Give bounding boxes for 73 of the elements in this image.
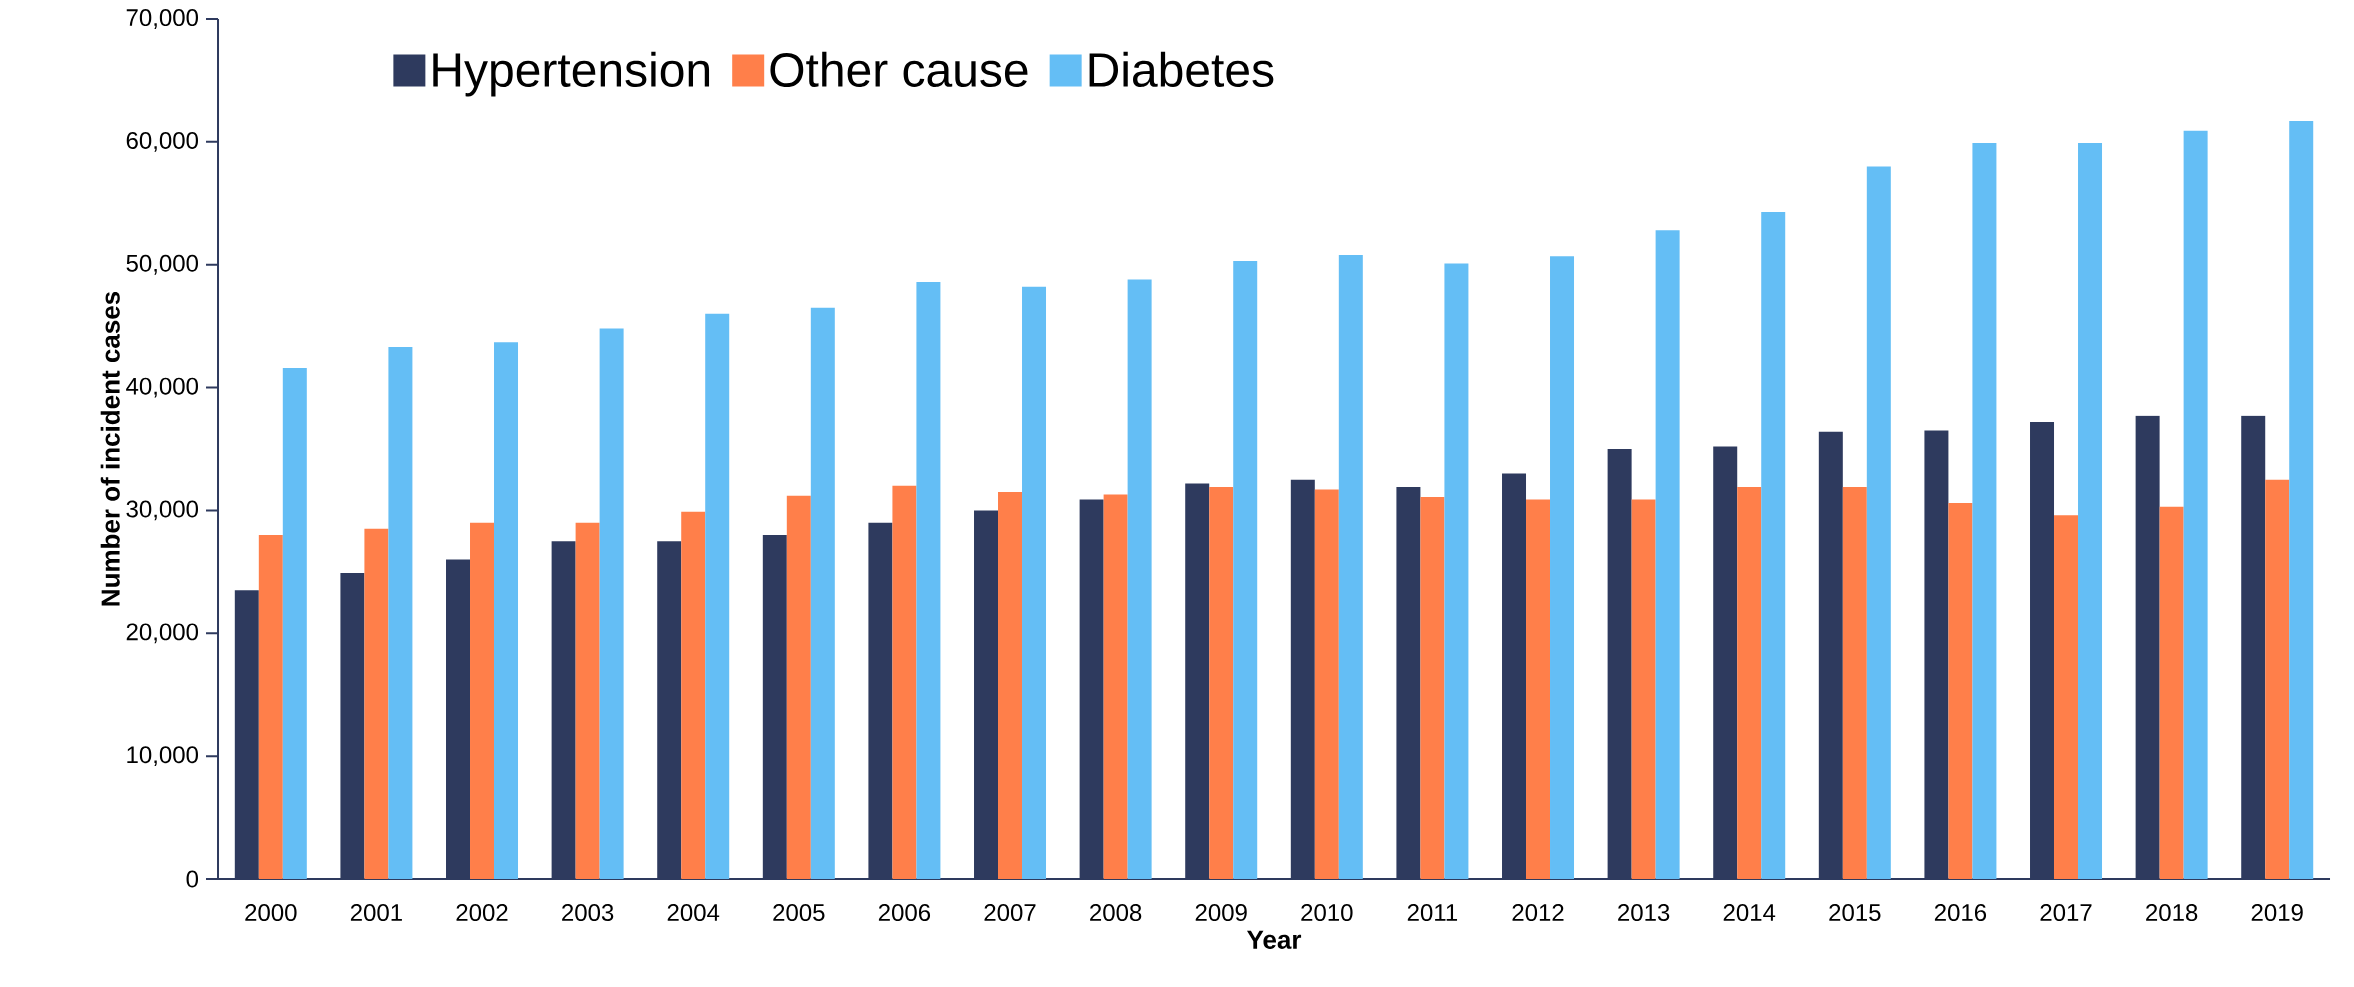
- legend-label: Diabetes: [1089, 51, 1274, 87]
- y-tick-label: 50,000: [126, 254, 199, 275]
- bar: [388, 347, 413, 879]
- bar: [1761, 211, 1786, 879]
- bar: [1550, 256, 1575, 879]
- x-tick-label: 2006: [878, 904, 931, 922]
- bar: [1444, 263, 1469, 879]
- bar: [810, 307, 835, 879]
- bar: [494, 342, 519, 879]
- bar: [1948, 503, 1973, 879]
- bar: [1127, 279, 1152, 879]
- y-tick-label: 20,000: [126, 623, 199, 644]
- bar: [2183, 130, 2208, 879]
- y-tick-label: 10,000: [127, 746, 199, 767]
- bar: [1526, 499, 1551, 879]
- x-tick-label: 2009: [1195, 904, 1247, 922]
- x-tick-label: 2015: [1829, 904, 1881, 922]
- y-axis-title: Number of incident cases: [100, 291, 120, 606]
- bar: [1866, 166, 1891, 879]
- bar: [1842, 487, 1867, 879]
- x-tick-label: 2019: [2251, 904, 2303, 922]
- bar: [364, 528, 389, 879]
- bar: [1103, 494, 1128, 879]
- x-tick-label: 2000: [245, 904, 297, 922]
- x-tick-label: 2004: [667, 904, 720, 922]
- bar: [599, 328, 624, 879]
- x-tick-label: 2005: [773, 904, 825, 922]
- bar: [2078, 143, 2103, 879]
- x-tick-label: 2018: [2146, 904, 2198, 922]
- x-axis-title: Year: [1246, 930, 1302, 949]
- y-tick-label: 30,000: [126, 500, 199, 521]
- bar: [2159, 506, 2184, 879]
- bar: [1314, 489, 1339, 879]
- x-tick-label: 2008: [1090, 904, 1142, 922]
- x-tick-label: 2016: [1934, 904, 1987, 922]
- bar: [2289, 120, 2314, 879]
- bar: [1655, 230, 1680, 879]
- legend-label: Hypertension: [433, 51, 710, 97]
- bar: [1972, 143, 1997, 879]
- bar: [705, 313, 730, 879]
- bar: [282, 367, 307, 879]
- bar: [1631, 499, 1656, 879]
- bar: [892, 485, 917, 879]
- x-tick-label: 2001: [350, 904, 402, 922]
- x-tick-label: 2014: [1723, 904, 1776, 922]
- x-tick-label: 2003: [562, 904, 614, 922]
- bar: [681, 511, 706, 879]
- x-tick-label: 2002: [456, 904, 508, 922]
- bar: [1022, 286, 1047, 879]
- x-tick-label: 2013: [1618, 904, 1670, 922]
- bar: [1209, 487, 1234, 879]
- bar: [916, 281, 941, 879]
- bar: [1338, 254, 1363, 879]
- x-tick-label: 2007: [984, 904, 1036, 922]
- bar: [258, 535, 283, 879]
- y-tick-label: 40,000: [126, 377, 199, 398]
- bar: [2265, 479, 2290, 879]
- x-tick-label: 2011: [1407, 904, 1458, 922]
- bar: [2054, 515, 2079, 879]
- legend-label: Other cause: [770, 51, 1028, 87]
- bar: [786, 495, 811, 879]
- bar: [575, 522, 600, 879]
- bar: [1420, 496, 1445, 879]
- y-tick-label: 60,000: [126, 131, 199, 152]
- bar: [998, 492, 1023, 879]
- bar: [470, 522, 495, 879]
- x-tick-label: 2012: [1512, 904, 1564, 922]
- x-tick-label: 2017: [2040, 904, 2092, 922]
- bar: [1737, 487, 1762, 879]
- y-tick-label: 0: [186, 870, 199, 888]
- y-tick-label: 70,000: [126, 9, 199, 29]
- x-tick-label: 2010: [1301, 904, 1353, 922]
- bar: [1233, 261, 1258, 879]
